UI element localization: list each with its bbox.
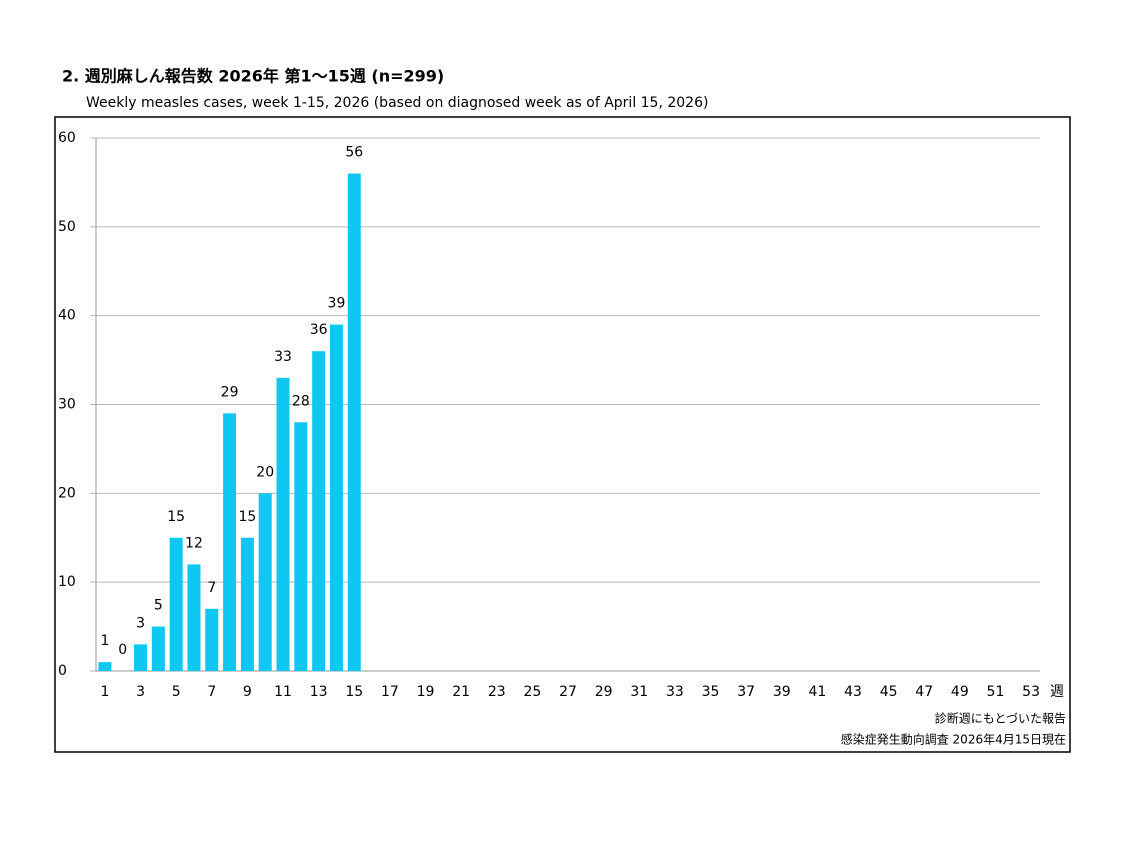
- value-label: 28: [292, 393, 310, 409]
- value-label: 15: [238, 509, 256, 525]
- value-label: 36: [310, 322, 328, 338]
- x-tick-label: 17: [381, 684, 399, 700]
- y-tick-label: 0: [58, 663, 67, 679]
- bar: [347, 173, 361, 672]
- x-tick-label: 33: [666, 684, 684, 700]
- x-tick-label: 21: [452, 684, 470, 700]
- x-tick-label: 27: [559, 684, 577, 700]
- x-axis-label: 週: [1050, 684, 1064, 700]
- x-tick-label: 13: [310, 684, 328, 700]
- chart-title: 2. 週別麻しん報告数 2026年 第1～15週 (n=299): [62, 67, 444, 86]
- x-tick-label: 19: [417, 684, 435, 700]
- x-tick-label: 39: [773, 684, 791, 700]
- x-tick-label: 41: [808, 684, 826, 700]
- y-tick-label: 50: [58, 219, 76, 235]
- x-tick-label: 5: [172, 684, 181, 700]
- x-tick-label: 9: [243, 684, 252, 700]
- y-tick-label: 40: [58, 308, 76, 324]
- x-tick-label: 47: [915, 684, 933, 700]
- value-label: 1: [100, 633, 109, 649]
- bar: [312, 351, 326, 671]
- x-tick-label: 53: [1022, 684, 1040, 700]
- bar: [187, 564, 201, 671]
- x-tick-label: 49: [951, 684, 969, 700]
- bar: [134, 644, 148, 671]
- value-label: 29: [221, 384, 239, 400]
- value-label: 39: [328, 296, 346, 312]
- note: 診断週にもとづいた報告: [935, 711, 1066, 726]
- value-label: 0: [118, 642, 127, 658]
- x-tick-label: 43: [844, 684, 862, 700]
- x-tick-label: 1: [100, 684, 109, 700]
- x-tick-label: 11: [274, 684, 292, 700]
- y-tick-label: 60: [58, 130, 76, 146]
- x-tick-label: 37: [737, 684, 755, 700]
- bar: [169, 537, 183, 671]
- y-tick-label: 10: [58, 574, 76, 590]
- x-tick-label: 45: [880, 684, 898, 700]
- bar: [276, 377, 290, 671]
- y-tick-label: 30: [58, 397, 76, 413]
- value-label: 33: [274, 349, 292, 365]
- x-tick-label: 3: [136, 684, 145, 700]
- value-label: 3: [136, 615, 145, 631]
- x-tick-label: 35: [702, 684, 720, 700]
- bar: [205, 608, 219, 671]
- value-label: 7: [207, 580, 216, 596]
- x-tick-label: 29: [595, 684, 613, 700]
- bar: [258, 493, 272, 671]
- value-label: 12: [185, 535, 203, 551]
- x-tick-label: 23: [488, 684, 506, 700]
- bar: [151, 626, 165, 671]
- value-label: 5: [154, 598, 163, 614]
- bar: [294, 422, 308, 671]
- bar: [223, 413, 237, 671]
- value-label: 15: [167, 509, 185, 525]
- x-tick-label: 25: [523, 684, 541, 700]
- x-tick-label: 7: [207, 684, 216, 700]
- chart-subtitle: Weekly measles cases, week 1-15, 2026 (b…: [86, 95, 708, 111]
- bar: [98, 662, 112, 671]
- bar: [240, 537, 254, 671]
- chart-frame: [54, 116, 1071, 753]
- bar: [329, 324, 343, 671]
- x-tick-label: 51: [987, 684, 1005, 700]
- value-label: 20: [256, 464, 274, 480]
- note: 感染症発生動向調査 2026年4月15日現在: [841, 732, 1066, 747]
- value-label: 56: [345, 145, 363, 161]
- x-tick-label: 15: [345, 684, 363, 700]
- y-tick-label: 20: [58, 485, 76, 501]
- x-tick-label: 31: [630, 684, 648, 700]
